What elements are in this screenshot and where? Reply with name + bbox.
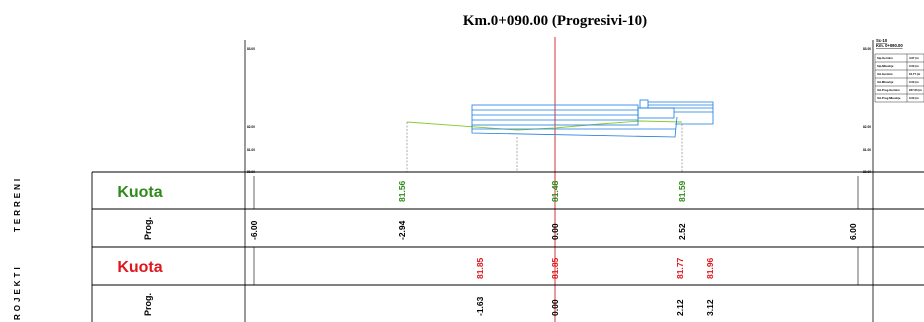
info-label: Vol.Prog.Germim [877,88,900,92]
project-prog-heading: Prog. [143,293,153,316]
side-label-terrain: TERRENI [13,176,22,232]
curb-top [640,100,648,108]
project-prog-value: 3.12 [705,299,715,316]
info-value: 0.00 (m [909,96,919,100]
info-value: 237.60 (m [909,88,922,92]
info-label: Vol.Mbushje [877,80,894,84]
elev-label: 83.00 [247,47,255,51]
curb-block [638,108,674,118]
terrain-prog-value: -6.00 [249,220,259,240]
terrain-prog-heading: Prog. [143,217,153,240]
project-prog-value: 2.12 [675,299,685,316]
info-grid [875,54,924,102]
info-label: Vol.Germim [877,72,893,76]
info-value: 16.77 (m [909,72,921,76]
info-subheading: Km. 0+090.00 [876,43,903,48]
info-label: Sip.Germim [877,56,893,60]
elev-label: 83.00 [863,47,871,51]
terrain-prog-value: 0.00 [550,223,560,240]
elev-label: 81.00 [247,148,255,152]
quantities-box: Sc-10 Km. 0+090.00 Sip.Germim 4.67 (m Si… [875,38,924,102]
elev-label: 82.00 [863,125,871,129]
info-value: 0.00 (m [909,80,919,84]
terrain-kuota-value: 81.59 [677,180,687,202]
terrain-kuota-value: 81.56 [397,180,407,202]
project-kuota-value: 81.85 [550,257,560,279]
terrain-prog-value: -2.94 [397,220,407,240]
elev-label: 82.00 [247,125,255,129]
terrain-kuota-heading: Kuota [117,184,162,201]
project-prog-value: 0.00 [550,299,560,316]
info-label: Sip.Mbushje [877,64,894,68]
info-label: Vol.Prog.Mbushje [877,96,901,100]
terrain-prog-value: 6.00 [848,223,858,240]
project-kuota-value: 81.85 [475,257,485,279]
terrain-kuota-value: 81.48 [550,180,560,202]
info-value: 0.00 (m [909,64,919,68]
project-kuota-heading: Kuota [117,259,162,276]
section-title: Km.0+090.00 (Progresivi-10) [463,13,647,29]
right-elevation-labels: 83.00 82.00 81.00 80.00 [863,47,871,174]
elev-label: 81.00 [863,148,871,152]
project-kuota-value: 81.96 [705,257,715,279]
drop-lines [407,122,682,172]
project-prog-value: -1.63 [475,296,485,316]
road-structure [472,100,713,137]
info-value: 4.67 (m [909,56,919,60]
terrain-prog-value: 2.52 [677,223,687,240]
side-label-project: ROJEKTI [13,264,22,320]
left-elevation-labels: 83.00 82.00 81.00 80.00 [247,47,255,174]
profile-table [92,172,924,322]
project-kuota-value: 81.77 [675,257,685,279]
